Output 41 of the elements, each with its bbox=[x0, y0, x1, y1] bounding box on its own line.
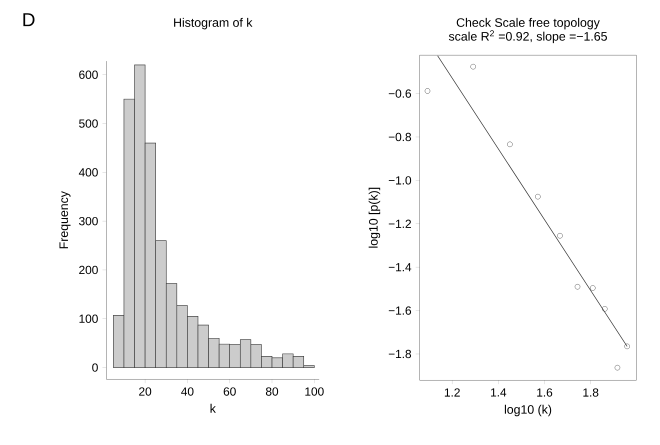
point bbox=[614, 364, 620, 370]
x-tick-label: 100 bbox=[305, 387, 324, 396]
y-tick-label: 0 bbox=[92, 363, 98, 372]
y-axis-title: log10 [p(k)] bbox=[368, 188, 380, 248]
x-axis-title: k bbox=[210, 404, 216, 413]
text: D bbox=[23, 13, 34, 26]
y-tick-label: 600 bbox=[79, 70, 98, 79]
x-tick-label: 1.2 bbox=[444, 388, 460, 396]
y-axis-title: Frequency bbox=[59, 190, 71, 248]
y-tick-label: 500 bbox=[79, 119, 98, 128]
point bbox=[557, 232, 563, 238]
y-tick-label: −1.8 bbox=[388, 350, 412, 358]
y-tick-label: 300 bbox=[79, 216, 98, 226]
x-tick-label: 1.4 bbox=[491, 388, 506, 396]
chart-subtitle: scale R$^{2}$ =0.92, slope =−1.65 bbox=[448, 30, 607, 44]
point bbox=[507, 141, 513, 147]
x-tick-label: 20 bbox=[139, 387, 152, 396]
point bbox=[424, 88, 430, 94]
point bbox=[602, 306, 608, 312]
point bbox=[470, 64, 476, 70]
point bbox=[535, 194, 541, 200]
y-tick-label: −0.6 bbox=[388, 89, 412, 98]
x-tick-label: 60 bbox=[224, 387, 236, 396]
y-tick-label: −0.8 bbox=[388, 132, 412, 142]
y-tick-label: −1.6 bbox=[388, 306, 412, 315]
y-tick-label: −1.2 bbox=[388, 220, 411, 228]
y-tick-label: −1.0 bbox=[388, 176, 412, 184]
x-tick-label: 40 bbox=[181, 387, 194, 396]
point bbox=[574, 284, 580, 290]
point bbox=[624, 344, 630, 350]
point bbox=[590, 285, 596, 291]
x-tick-label: 80 bbox=[266, 387, 278, 396]
x-tick-label: 1.8 bbox=[583, 388, 598, 397]
x-tick-label: 1.6 bbox=[537, 388, 552, 397]
y-tick-label: 400 bbox=[78, 168, 98, 176]
y-tick-label: 200 bbox=[79, 266, 98, 274]
y-tick-label: 100 bbox=[79, 314, 98, 323]
y-tick-label: −1.4 bbox=[388, 262, 412, 272]
chart-title: Check Scale free topology bbox=[456, 18, 600, 30]
chart-title: Histogram of k bbox=[174, 18, 252, 30]
x-axis-title: log10 (k) bbox=[504, 404, 552, 416]
